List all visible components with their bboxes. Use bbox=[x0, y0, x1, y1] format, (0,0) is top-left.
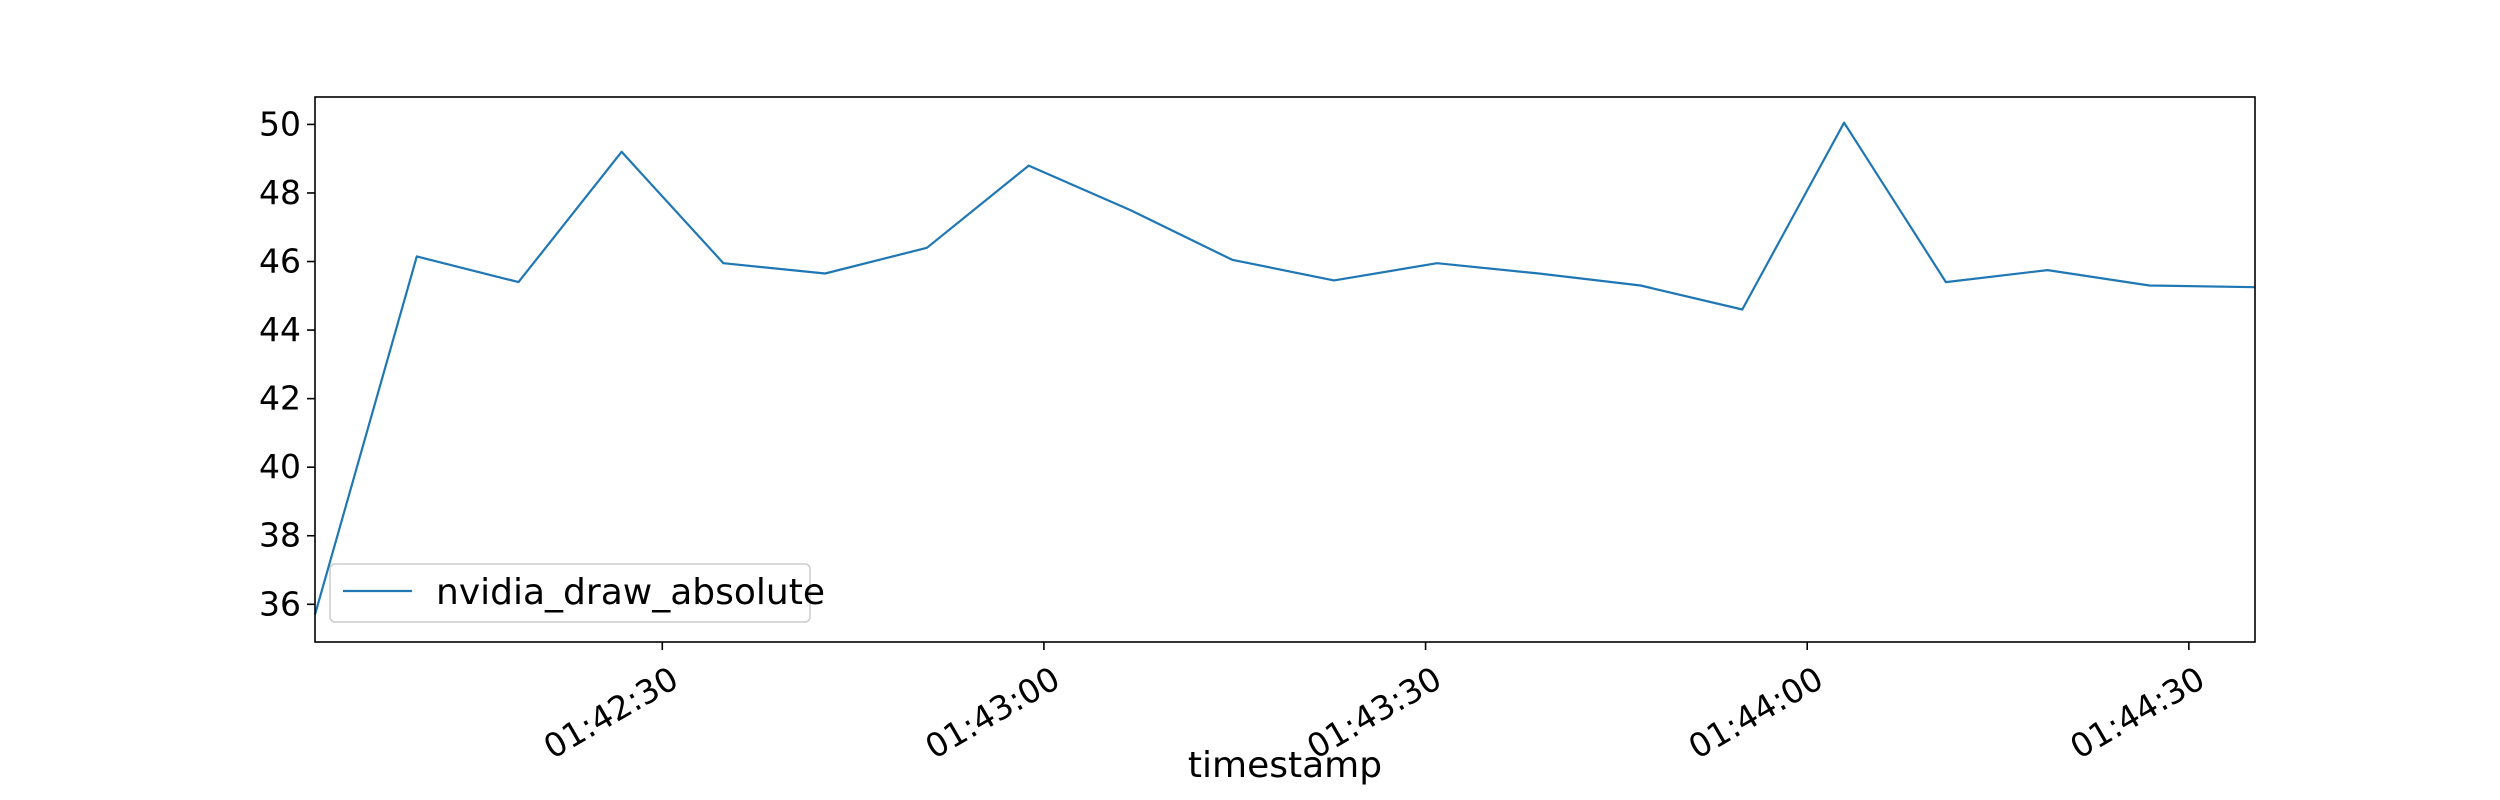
y-tick-label: 40 bbox=[259, 447, 301, 486]
y-tick-label: 46 bbox=[259, 242, 301, 281]
y-tick-label: 38 bbox=[259, 516, 301, 555]
plot-frame bbox=[314, 96, 2256, 643]
y-tick-label: 42 bbox=[259, 379, 301, 418]
series-line-0 bbox=[313, 121, 2256, 615]
legend-box bbox=[329, 563, 811, 623]
y-tick-label: 36 bbox=[259, 584, 301, 623]
y-tick-label: 48 bbox=[259, 173, 301, 212]
series-layer bbox=[313, 121, 2256, 615]
x-axis-title: timestamp bbox=[1188, 745, 1382, 786]
y-axis: 36 38 40 42 44 46 48 50 bbox=[259, 104, 315, 623]
legend: nvidia_draw_absolute bbox=[329, 563, 825, 623]
y-tick-label: 50 bbox=[259, 104, 301, 143]
legend-label: nvidia_draw_absolute bbox=[436, 572, 825, 613]
y-tick-label: 44 bbox=[259, 310, 301, 349]
